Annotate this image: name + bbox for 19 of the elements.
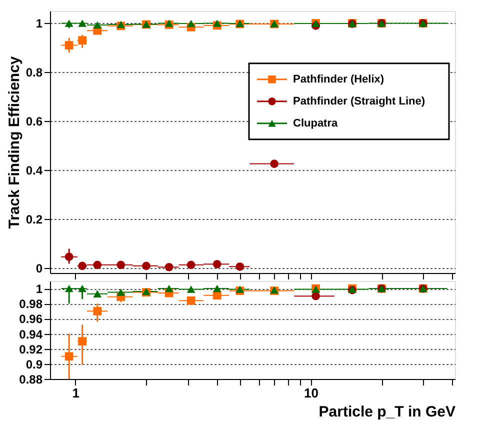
y-tick-label: 1 xyxy=(36,282,43,296)
x-axis-title: Particle p_T in GeV xyxy=(318,404,456,420)
y-tick-label: 0.8 xyxy=(26,66,43,80)
y-tick-label: 0.9 xyxy=(26,357,43,372)
legend-label: Pathfinder (Straight Line) xyxy=(293,95,426,108)
x-tick-label: 10 xyxy=(304,386,319,400)
legend-label: Clupatra xyxy=(293,117,338,130)
legend-label: Pathfinder (Helix) xyxy=(293,73,384,86)
y-tick-label: 0.92 xyxy=(19,342,43,356)
y-tick-label: 0 xyxy=(36,262,43,276)
y-tick-label: 0.94 xyxy=(19,327,43,342)
y-tick-label: 0.4 xyxy=(26,164,43,178)
y-tick-label: 0.98 xyxy=(19,297,43,312)
y-tick-label: 0.96 xyxy=(19,312,43,326)
y-tick-label: 1 xyxy=(36,16,43,31)
y-tick-label: 0.2 xyxy=(26,212,43,227)
y-tick-label: 0.6 xyxy=(26,114,43,129)
y-tick-label: 0.88 xyxy=(19,372,43,386)
y-axis-title: Track Finding Efficiency xyxy=(6,56,23,229)
